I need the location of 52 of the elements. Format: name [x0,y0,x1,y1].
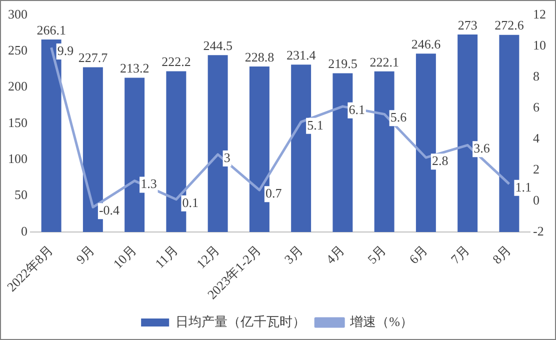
x-tick-label: 9月 [73,242,98,267]
bar [208,55,228,232]
y2-tick-label: 10 [533,37,546,52]
data-label: 231.4 [286,48,316,63]
y-tick-label: 100 [8,151,28,166]
y-tick-label: 150 [8,114,28,130]
y-tick-label: 200 [8,78,28,94]
data-label: 6.1 [348,102,365,117]
y-tick-label: 0 [21,223,28,238]
data-label: 9.9 [57,42,74,58]
data-label: 3 [224,150,230,165]
data-label: 219.5 [328,56,358,72]
x-tick-label: 11月 [152,242,181,272]
x-tick-label: 8月 [489,242,514,267]
data-label: 0.1 [182,194,198,210]
data-label: 3.6 [474,140,490,156]
y-tick-label: 250 [8,42,28,58]
data-label: 272.6 [494,18,524,33]
data-label: 228.8 [244,49,274,64]
data-label: 0.7 [265,186,282,201]
legend-label: 日均产量（亿千瓦时） [176,314,306,329]
data-label: 246.6 [411,36,442,52]
y2-tick-label: -2 [533,223,544,238]
x-tick-label: 4月 [322,242,348,267]
data-label: 222.2 [162,54,191,70]
y2-tick-label: 2 [533,161,540,176]
data-label: 213.2 [120,60,150,76]
x-tick-label: 12月 [193,242,222,272]
x-tick-label: 10月 [110,242,140,272]
data-label: 266.1 [36,22,66,38]
data-label: 2.8 [432,152,448,168]
x-tick-label: 3月 [281,242,306,267]
x-tick-label: 6月 [406,242,430,267]
data-label: 227.7 [78,50,108,66]
y2-tick-label: 6 [533,99,540,114]
data-label: 222.1 [370,54,399,70]
data-label: 1.1 [515,179,532,194]
data-label: 1.3 [140,176,157,192]
legend-label: 增速（%） [349,314,413,329]
data-label: 5.1 [307,117,324,132]
y2-tick-label: 0 [533,192,540,208]
y2-tick-label: 12 [533,6,546,22]
x-tick-label: 7月 [448,242,472,267]
y2-tick-label: 8 [533,68,540,84]
y2-tick-label: 4 [533,130,540,146]
y-tick-label: 300 [8,6,28,22]
data-label: 273 [458,17,478,32]
data-label: 5.6 [390,110,408,125]
y-tick-label: 50 [14,187,28,202]
data-label: -0.4 [98,202,120,218]
x-tick-label: 5月 [364,242,389,267]
data-label: 244.5 [203,38,232,54]
